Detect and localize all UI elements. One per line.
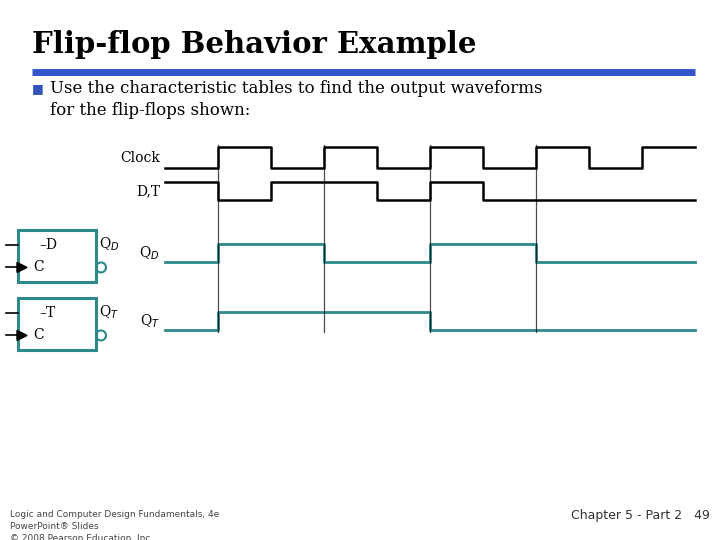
Text: –T: –T [40,306,56,320]
Text: Q$_D$: Q$_D$ [140,244,160,262]
Text: Flip-flop Behavior Example: Flip-flop Behavior Example [32,30,477,59]
Bar [18,230,96,282]
Text: ■: ■ [32,82,44,95]
Polygon shape [17,330,27,340]
Text: Q$_T$: Q$_T$ [140,312,160,330]
Text: Clock: Clock [120,151,160,165]
Text: D,T: D,T [136,184,160,198]
Text: Chapter 5 - Part 2   49: Chapter 5 - Part 2 49 [571,509,710,522]
Text: Logic and Computer Design Fundamentals, 4e
PowerPoint® Slides
© 2008 Pearson Edu: Logic and Computer Design Fundamentals, … [10,510,220,540]
Text: Use the characteristic tables to find the output waveforms
for the flip-flops sh: Use the characteristic tables to find th… [50,80,542,119]
Text: C: C [34,328,44,342]
Text: Q$_D$: Q$_D$ [99,236,120,253]
Text: C: C [34,260,44,274]
Text: –D: –D [40,238,58,252]
Text: Q$_T$: Q$_T$ [99,304,119,321]
Polygon shape [17,262,27,273]
Bar [18,298,96,350]
